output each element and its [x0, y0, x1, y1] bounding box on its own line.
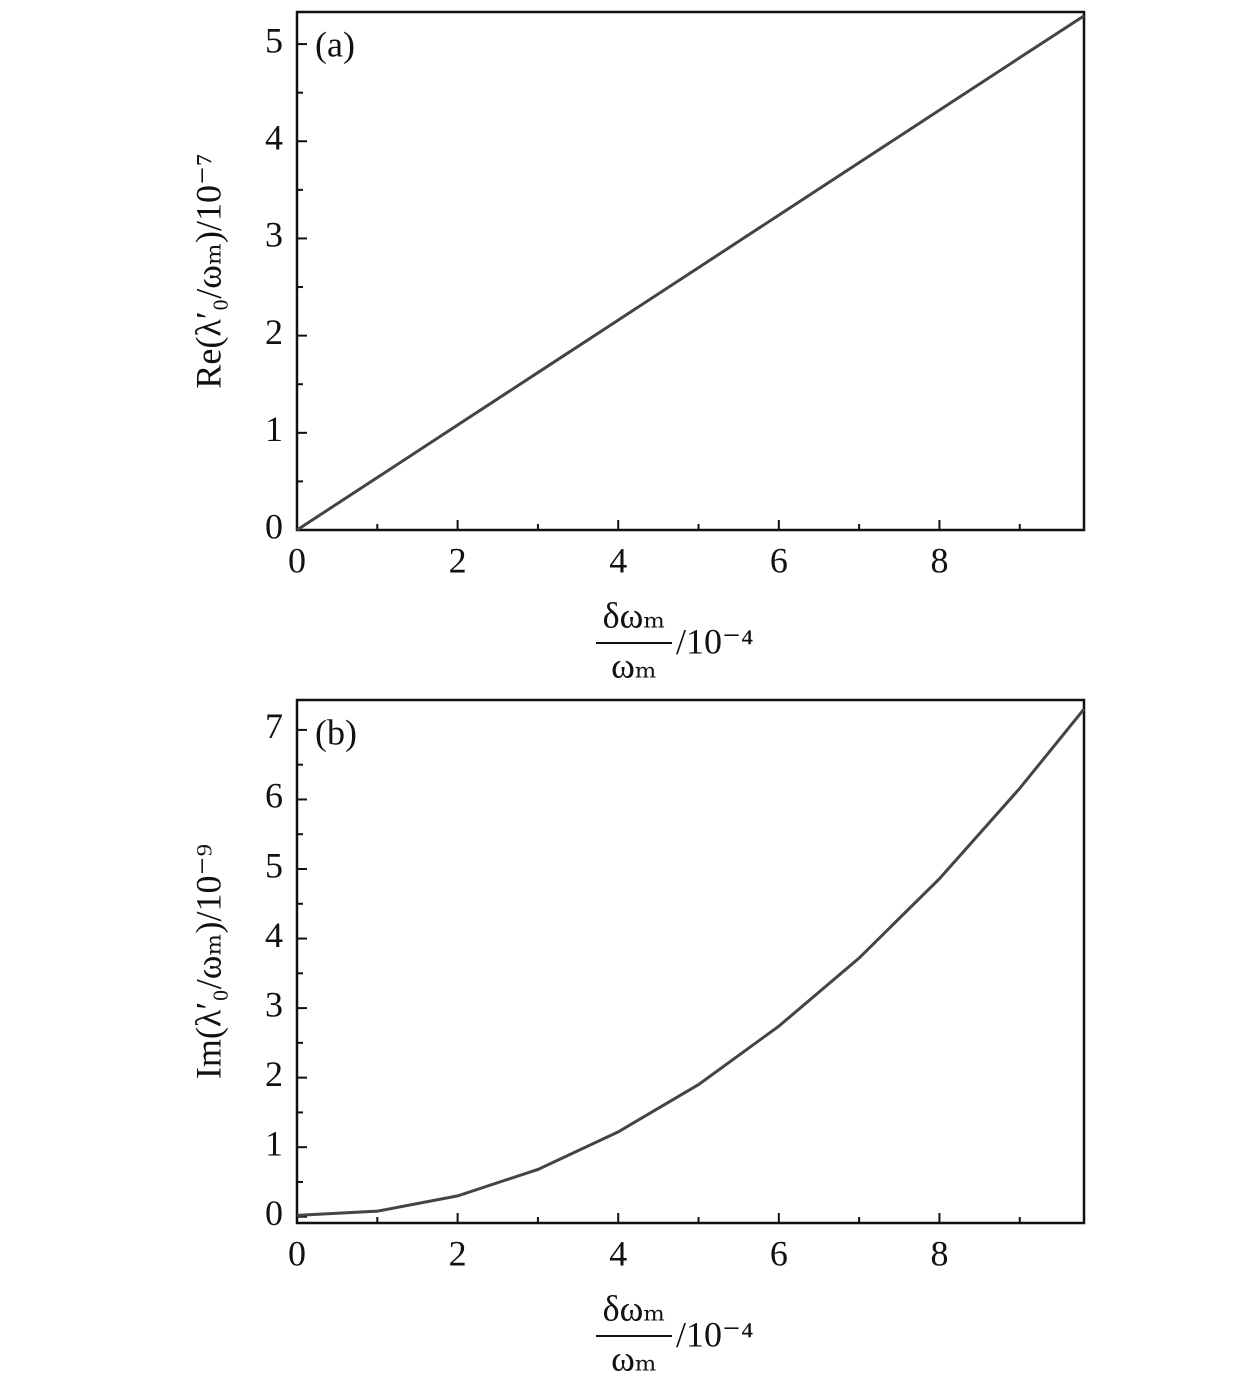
y-tick-label: 4 — [265, 118, 283, 158]
x-label-unit: /10⁻⁴ — [676, 1314, 754, 1354]
y-tick-label: 3 — [265, 984, 283, 1024]
y-tick-label: 1 — [265, 1123, 283, 1163]
x-tick-label: 4 — [609, 540, 627, 580]
y-tick-label: 1 — [265, 409, 283, 449]
x-label-unit: /10⁻⁴ — [676, 621, 754, 661]
y-tick-label: 0 — [265, 1193, 283, 1233]
y-tick-label: 0 — [265, 506, 283, 546]
x-tick-label: 2 — [449, 1233, 467, 1273]
x-tick-label: 8 — [930, 540, 948, 580]
plot-frame — [295, 10, 1086, 532]
y-tick-label: 5 — [265, 20, 283, 60]
x-label-numerator: δωₘ — [603, 1288, 666, 1328]
data-line — [296, 14, 1085, 532]
y-axis-label: Im(λ′₀/ωₘ)/10⁻⁹ — [188, 844, 228, 1079]
y-tick-label: 2 — [265, 1054, 283, 1094]
x-tick-label: 6 — [770, 1233, 788, 1273]
panel-label: (b) — [315, 712, 357, 752]
y-tick-label: 3 — [265, 215, 283, 255]
y-tick-label: 7 — [265, 706, 283, 746]
x-tick-label: 0 — [288, 540, 306, 580]
x-label-denominator: ωₘ — [611, 645, 657, 685]
data-line — [296, 708, 1086, 1217]
y-axis-label: Re(λ′₀/ωₘ)/10⁻⁷ — [188, 153, 228, 388]
x-label-numerator: δωₘ — [603, 595, 666, 635]
x-tick-label: 0 — [288, 1233, 306, 1273]
y-tick-label: 4 — [265, 915, 283, 955]
x-tick-label: 4 — [609, 1233, 627, 1273]
plot-frame — [295, 698, 1086, 1225]
x-tick-label: 8 — [930, 1233, 948, 1273]
y-tick-label: 6 — [265, 776, 283, 816]
panel-label: (a) — [315, 24, 355, 64]
x-label-denominator: ωₘ — [611, 1338, 657, 1378]
y-tick-label: 5 — [265, 845, 283, 885]
x-tick-label: 2 — [449, 540, 467, 580]
x-tick-label: 6 — [770, 540, 788, 580]
y-tick-label: 2 — [265, 312, 283, 352]
